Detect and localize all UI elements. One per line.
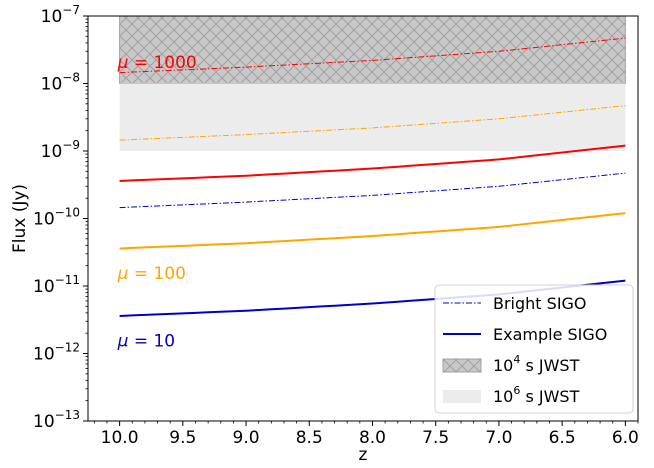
legend-label: 104 s JWST [493,353,580,375]
annotation-mu1000: μ = 1000 [117,53,197,73]
annotation-value: = 1000 [128,53,196,73]
legend-handle-hatch [443,359,481,372]
x-tick-label: 8.0 [359,428,386,448]
sensitivity-bands [119,16,626,151]
annotation-symbol: μ [117,332,129,352]
series-line-example_mu100 [119,212,626,250]
legend-box [434,284,634,414]
x-tick-label: 10.0 [101,428,139,448]
y-axis-title: Flux (Jy) [10,184,30,253]
annotation-mu100: μ = 100 [117,264,186,284]
band-jwst_1e6 [119,83,626,151]
series-line-bright_mu100 [119,105,626,141]
annotation-value: = 100 [128,264,186,284]
band-hatch-jwst_1e4 [119,16,626,84]
series-line-bright_mu1000 [119,37,626,74]
legend-label: Example SIGO [493,325,607,344]
axes: 10.0 9.5 9.0 8.5 8.0 7.5 7.0 6.5 6.0 10−13 10−12 10… [10,3,639,465]
legend: Bright SIGO Example SIGO 104 s JWST 106 s J… [434,284,634,414]
y-tick-label: 10−8 [41,71,80,95]
y-tick-label: 10−13 [33,408,80,432]
annotation-symbol: μ [117,264,129,284]
x-tick-label: 9.5 [169,428,196,448]
y-tick-label: 10−10 [33,206,80,230]
series-line-example_mu1000 [119,144,626,182]
x-tick-label: 7.5 [422,428,449,448]
legend-label: 106 s JWST [493,384,580,406]
x-tick-label: 6.5 [549,428,576,448]
annotation-mu10: μ = 10 [117,332,176,352]
x-tick-label: 9.0 [233,428,260,448]
y-tick-label: 10−12 [33,341,80,365]
x-axis-title: z [359,445,368,464]
x-tick-label: 8.5 [296,428,323,448]
legend-label: Bright SIGO [493,294,587,313]
series-line-bright_mu10 [119,172,626,209]
x-tick-label: 6.0 [612,428,639,448]
x-tick-label: 7.0 [485,428,512,448]
y-tick-label: 10−9 [41,138,80,162]
y-tick-label: 10−7 [41,3,80,27]
annotation-value: = 10 [128,332,175,352]
legend-handle-patch [443,390,481,403]
annotation-symbol: μ [117,53,129,73]
y-tick-label: 10−11 [33,273,80,297]
